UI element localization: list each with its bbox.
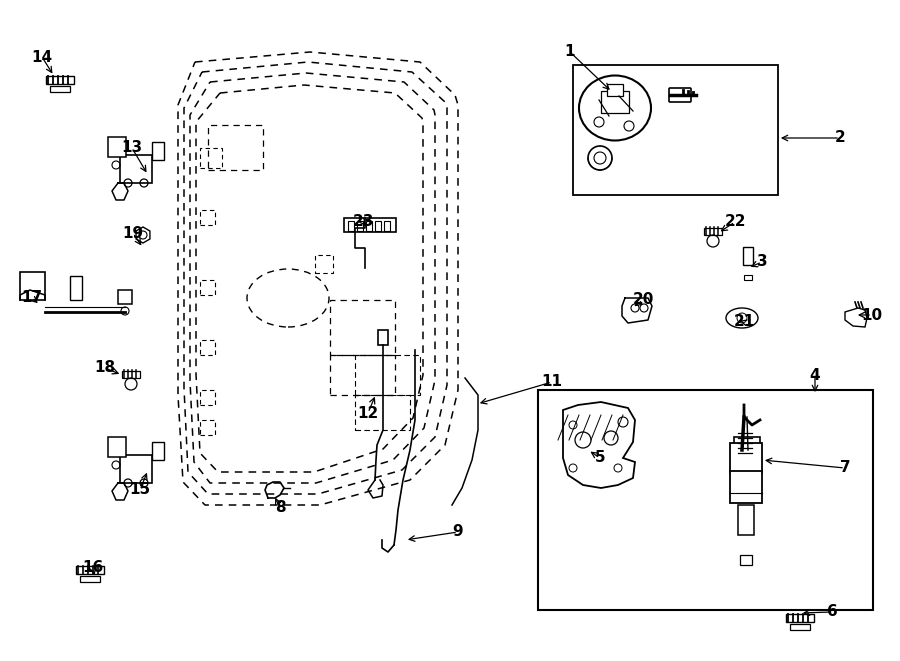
Text: 14: 14 (32, 50, 52, 65)
Bar (744, 275, 752, 280)
Bar (743, 247, 753, 265)
Text: 5: 5 (595, 451, 606, 465)
Text: 21: 21 (734, 315, 754, 329)
Bar (200, 148, 222, 168)
Circle shape (588, 146, 612, 170)
Bar (355, 355, 420, 395)
Bar (790, 624, 810, 630)
Bar (20, 272, 45, 300)
Bar (200, 280, 215, 295)
Bar (120, 455, 152, 483)
Text: 16: 16 (83, 561, 104, 576)
Bar (200, 390, 215, 405)
Text: 22: 22 (724, 215, 746, 229)
Bar (200, 210, 215, 225)
Text: 8: 8 (274, 500, 285, 516)
Bar (120, 155, 152, 183)
Text: 20: 20 (633, 293, 653, 307)
Bar (786, 614, 814, 622)
Text: 11: 11 (542, 375, 562, 389)
Bar (118, 290, 132, 304)
Bar (344, 218, 396, 232)
Bar (152, 442, 164, 460)
Bar (704, 228, 722, 235)
Text: 1: 1 (565, 44, 575, 59)
Bar (538, 390, 873, 610)
Bar (740, 555, 752, 565)
Bar (200, 340, 215, 355)
Text: 3: 3 (757, 254, 768, 270)
Bar (738, 505, 754, 535)
Polygon shape (845, 308, 867, 327)
Text: 23: 23 (352, 215, 374, 229)
Polygon shape (563, 402, 635, 488)
Bar (50, 86, 70, 92)
Bar (366, 221, 372, 231)
Bar (573, 65, 778, 195)
Text: 7: 7 (840, 461, 850, 475)
Text: 15: 15 (130, 483, 150, 498)
Text: 10: 10 (861, 307, 883, 323)
Text: 13: 13 (122, 141, 142, 155)
Bar (734, 437, 760, 455)
Bar (200, 420, 215, 435)
Bar (730, 471, 762, 503)
Ellipse shape (726, 308, 758, 328)
Text: 17: 17 (22, 290, 42, 305)
Bar (355, 395, 410, 430)
Bar (607, 84, 623, 96)
Bar (330, 300, 395, 355)
FancyBboxPatch shape (669, 88, 691, 102)
Bar (70, 276, 82, 300)
Bar (384, 221, 390, 231)
Bar (108, 137, 126, 157)
Bar (152, 142, 164, 160)
Bar (375, 221, 381, 231)
Bar (80, 576, 100, 582)
Bar (730, 443, 762, 473)
Bar (108, 437, 126, 457)
Bar (348, 221, 354, 231)
Bar (208, 125, 263, 170)
Bar (76, 566, 104, 574)
Bar (357, 221, 363, 231)
Text: 6: 6 (826, 605, 837, 619)
Text: 2: 2 (834, 130, 845, 145)
Ellipse shape (579, 75, 651, 141)
Text: 18: 18 (94, 360, 115, 375)
Text: 12: 12 (357, 405, 379, 420)
Text: 9: 9 (453, 524, 464, 539)
Bar (330, 355, 395, 395)
Bar (315, 255, 333, 273)
Bar (46, 76, 74, 84)
Bar (378, 330, 388, 345)
Text: 4: 4 (810, 368, 820, 383)
Text: 19: 19 (122, 225, 144, 241)
Bar (601, 91, 629, 113)
Bar (122, 371, 140, 378)
